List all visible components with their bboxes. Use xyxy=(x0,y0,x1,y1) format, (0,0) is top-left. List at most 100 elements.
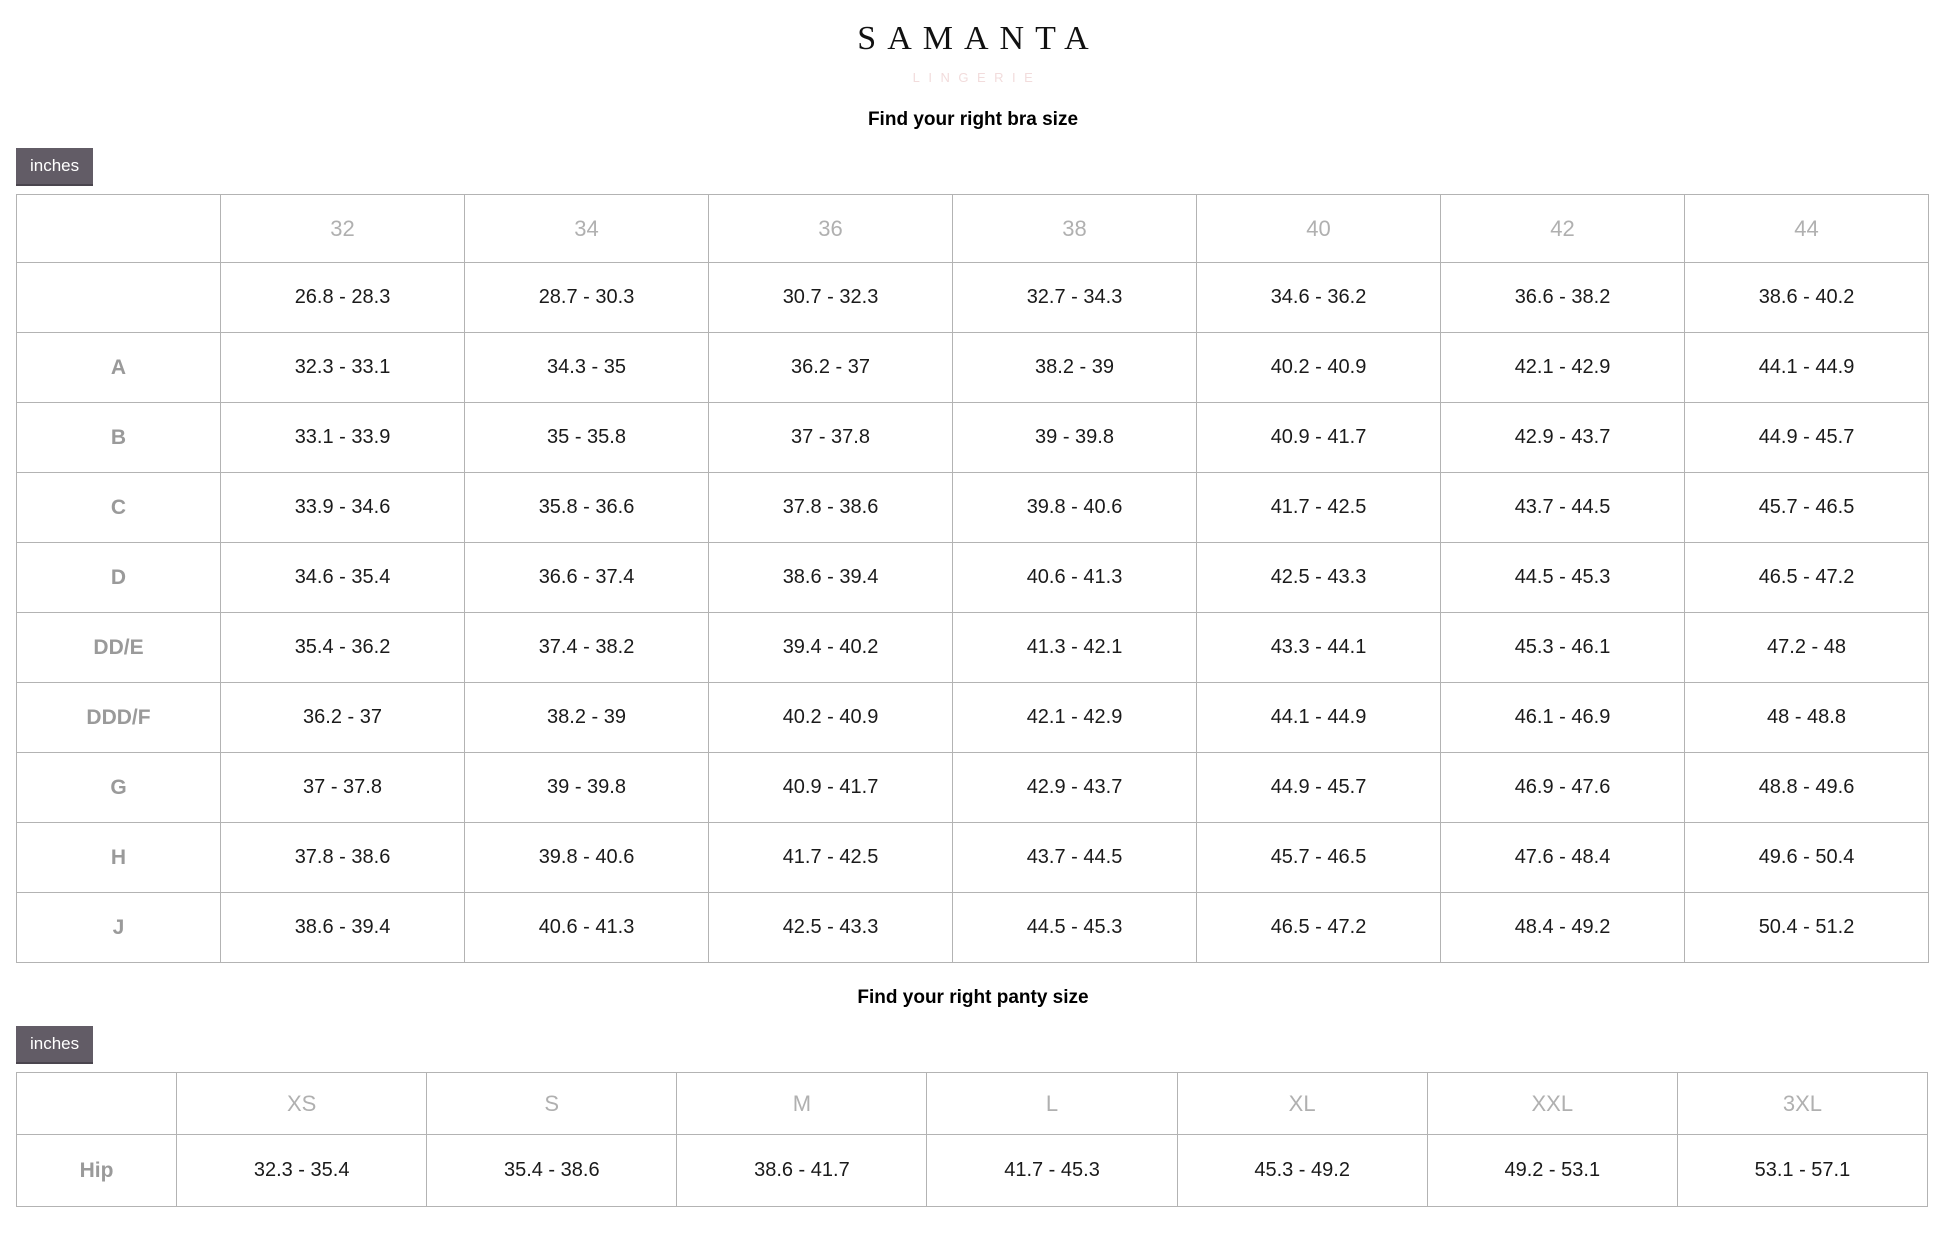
bra-cell: 38.6 - 40.2 xyxy=(1684,262,1929,333)
bra-cell: 48 - 48.8 xyxy=(1684,682,1929,753)
bra-cell: 30.7 - 32.3 xyxy=(708,262,953,333)
panty-cell: 45.3 - 49.2 xyxy=(1176,1134,1428,1207)
bra-cell: 33.1 - 33.9 xyxy=(220,402,465,473)
bra-cell: 40.2 - 40.9 xyxy=(1196,332,1441,403)
table-row: A 32.3 - 33.1 34.3 - 35 36.2 - 37 38.2 -… xyxy=(16,332,1929,403)
panty-table-wrap: XS S M L XL XXL 3XL Hip 32.3 - 35.4 35.4… xyxy=(0,1072,1946,1207)
bra-cell: 38.2 - 39 xyxy=(464,682,709,753)
bra-cell: 40.2 - 40.9 xyxy=(708,682,953,753)
bra-cell: 44.1 - 44.9 xyxy=(1196,682,1441,753)
panty-col-header: XS xyxy=(176,1072,428,1135)
bra-cell: 42.5 - 43.3 xyxy=(708,892,953,963)
bra-row-label: C xyxy=(16,472,221,543)
table-header-row: XS S M L XL XXL 3XL xyxy=(15,1072,1929,1135)
table-row: H 37.8 - 38.6 39.8 - 40.6 41.7 - 42.5 43… xyxy=(16,822,1929,893)
bra-cell: 35.4 - 36.2 xyxy=(220,612,465,683)
bra-cell: 43.7 - 44.5 xyxy=(952,822,1197,893)
bra-cell: 41.3 - 42.1 xyxy=(952,612,1197,683)
bra-cell: 42.9 - 43.7 xyxy=(952,752,1197,823)
bra-table-head: 32 34 36 38 40 42 44 xyxy=(16,194,1929,263)
bra-row-label: DD/E xyxy=(16,612,221,683)
brand-header: SAMANTA LINGERIE xyxy=(0,0,1946,86)
bra-cell: 39 - 39.8 xyxy=(952,402,1197,473)
bra-row-label: A xyxy=(16,332,221,403)
bra-cell: 37 - 37.8 xyxy=(220,752,465,823)
bra-cell: 46.1 - 46.9 xyxy=(1440,682,1685,753)
bra-col-header: 34 xyxy=(464,194,709,263)
bra-cell: 46.9 - 47.6 xyxy=(1440,752,1685,823)
panty-cell: 32.3 - 35.4 xyxy=(176,1134,428,1207)
panty-unit-badge[interactable]: inches xyxy=(16,1026,94,1064)
panty-col-header: M xyxy=(676,1072,928,1135)
bra-cell: 44.5 - 45.3 xyxy=(1440,542,1685,613)
panty-unit-badge-wrap: inches xyxy=(0,1026,1946,1064)
table-row: 26.8 - 28.3 28.7 - 30.3 30.7 - 32.3 32.7… xyxy=(16,262,1929,333)
bra-cell: 42.1 - 42.9 xyxy=(952,682,1197,753)
table-row: Hip 32.3 - 35.4 35.4 - 38.6 38.6 - 41.7 … xyxy=(15,1134,1929,1207)
bra-cell: 34.3 - 35 xyxy=(464,332,709,403)
bra-cell: 26.8 - 28.3 xyxy=(220,262,465,333)
bra-cell: 41.7 - 42.5 xyxy=(1196,472,1441,543)
bra-col-header: 38 xyxy=(952,194,1197,263)
bra-cell: 45.7 - 46.5 xyxy=(1196,822,1441,893)
bra-cell: 49.6 - 50.4 xyxy=(1684,822,1929,893)
bra-cell: 28.7 - 30.3 xyxy=(464,262,709,333)
bra-row-label: J xyxy=(16,892,221,963)
bra-cell: 38.6 - 39.4 xyxy=(220,892,465,963)
panty-size-table: XS S M L XL XXL 3XL Hip 32.3 - 35.4 35.4… xyxy=(15,1072,1929,1207)
table-row: DD/E 35.4 - 36.2 37.4 - 38.2 39.4 - 40.2… xyxy=(16,612,1929,683)
bra-cell: 44.9 - 45.7 xyxy=(1196,752,1441,823)
bra-cell: 36.6 - 37.4 xyxy=(464,542,709,613)
bra-row-label: H xyxy=(16,822,221,893)
panty-col-header: XL xyxy=(1176,1072,1428,1135)
panty-corner-cell xyxy=(15,1072,178,1135)
table-row: C 33.9 - 34.6 35.8 - 36.6 37.8 - 38.6 39… xyxy=(16,472,1929,543)
bra-cell: 50.4 - 51.2 xyxy=(1684,892,1929,963)
bra-cell: 36.6 - 38.2 xyxy=(1440,262,1685,333)
panty-cell: 35.4 - 38.6 xyxy=(426,1134,678,1207)
bra-cell: 46.5 - 47.2 xyxy=(1196,892,1441,963)
bra-cell: 35 - 35.8 xyxy=(464,402,709,473)
bra-row-label: B xyxy=(16,402,221,473)
panty-col-header: XXL xyxy=(1426,1072,1678,1135)
panty-col-header: 3XL xyxy=(1676,1072,1929,1135)
bra-cell: 46.5 - 47.2 xyxy=(1684,542,1929,613)
table-row: G 37 - 37.8 39 - 39.8 40.9 - 41.7 42.9 -… xyxy=(16,752,1929,823)
bra-cell: 48.4 - 49.2 xyxy=(1440,892,1685,963)
panty-cell: 49.2 - 53.1 xyxy=(1426,1134,1678,1207)
bra-cell: 44.9 - 45.7 xyxy=(1684,402,1929,473)
bra-cell: 39.4 - 40.2 xyxy=(708,612,953,683)
bra-col-header: 40 xyxy=(1196,194,1441,263)
table-row: D 34.6 - 35.4 36.6 - 37.4 38.6 - 39.4 40… xyxy=(16,542,1929,613)
table-row: DDD/F 36.2 - 37 38.2 - 39 40.2 - 40.9 42… xyxy=(16,682,1929,753)
bra-table-body: 26.8 - 28.3 28.7 - 30.3 30.7 - 32.3 32.7… xyxy=(16,262,1929,963)
bra-col-header: 44 xyxy=(1684,194,1929,263)
bra-cell: 34.6 - 35.4 xyxy=(220,542,465,613)
bra-cell: 37.4 - 38.2 xyxy=(464,612,709,683)
bra-cell: 36.2 - 37 xyxy=(220,682,465,753)
bra-cell: 38.2 - 39 xyxy=(952,332,1197,403)
bra-cell: 40.6 - 41.3 xyxy=(952,542,1197,613)
bra-cell: 44.5 - 45.3 xyxy=(952,892,1197,963)
panty-col-header: S xyxy=(426,1072,678,1135)
bra-cell: 37.8 - 38.6 xyxy=(220,822,465,893)
bra-cell: 40.9 - 41.7 xyxy=(708,752,953,823)
bra-cell: 42.5 - 43.3 xyxy=(1196,542,1441,613)
bra-section-heading: Find your right bra size xyxy=(867,109,1079,130)
table-row: B 33.1 - 33.9 35 - 35.8 37 - 37.8 39 - 3… xyxy=(16,402,1929,473)
bra-cell: 33.9 - 34.6 xyxy=(220,472,465,543)
panty-cell: 53.1 - 57.1 xyxy=(1676,1134,1929,1207)
bra-unit-badge[interactable]: inches xyxy=(16,148,94,186)
bra-cell: 32.3 - 33.1 xyxy=(220,332,465,403)
bra-size-table: 32 34 36 38 40 42 44 26.8 - 28.3 28.7 - … xyxy=(16,194,1929,963)
bra-cell: 37.8 - 38.6 xyxy=(708,472,953,543)
panty-table-head: XS S M L XL XXL 3XL xyxy=(15,1072,1929,1135)
bra-cell: 39 - 39.8 xyxy=(464,752,709,823)
bra-cell: 39.8 - 40.6 xyxy=(464,822,709,893)
bra-cell: 43.3 - 44.1 xyxy=(1196,612,1441,683)
bra-cell: 36.2 - 37 xyxy=(708,332,953,403)
bra-cell: 37 - 37.8 xyxy=(708,402,953,473)
bra-cell: 41.7 - 42.5 xyxy=(708,822,953,893)
bra-cell: 43.7 - 44.5 xyxy=(1440,472,1685,543)
